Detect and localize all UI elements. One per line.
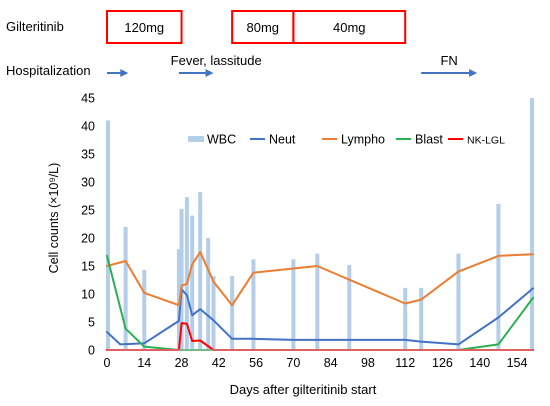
legend: WBC Neut Lympho Blast NK-LGL xyxy=(188,133,505,147)
dose-box-120mg xyxy=(106,10,183,44)
wbc-bar xyxy=(419,287,424,350)
y-tick-label: 15 xyxy=(81,260,95,274)
y-tick-label: 40 xyxy=(81,120,95,134)
wbc-bar xyxy=(456,253,461,350)
x-tick-label: 84 xyxy=(324,356,338,370)
legend-label-neut: Neut xyxy=(269,133,296,147)
wbc-bar xyxy=(211,276,216,350)
y-tick-label: 30 xyxy=(81,176,95,190)
line-series-group xyxy=(106,251,534,351)
dose-label: 80mg xyxy=(246,20,279,35)
gilteritinib-label: Gilteritinib xyxy=(6,19,64,34)
legend-label-wbc: WBC xyxy=(207,133,236,147)
wbc-bar xyxy=(206,238,211,350)
hospitalization-arrow-head xyxy=(120,69,129,77)
x-tick-label: 140 xyxy=(469,356,490,370)
legend-swatch-wbc xyxy=(188,136,204,142)
wbc-bar xyxy=(184,197,189,350)
wbc-bar xyxy=(496,203,501,350)
x-tick-label: 98 xyxy=(361,356,375,370)
wbc-bar xyxy=(106,120,110,351)
x-tick-label: 126 xyxy=(432,356,453,370)
y-tick-label: 45 xyxy=(81,92,95,106)
legend-label-lympho: Lympho xyxy=(341,133,385,147)
wbc-bar xyxy=(251,259,256,350)
y-tick-labels: 0 5 10 15 20 25 30 35 40 45 xyxy=(81,92,95,358)
wbc-bar xyxy=(530,98,534,350)
y-tick-label: 5 xyxy=(88,316,95,330)
x-axis-label: Days after gilteritinib start xyxy=(230,382,377,397)
y-tick-label: 35 xyxy=(81,148,95,162)
wbc-bar xyxy=(123,226,128,350)
legend-label-nk-lgl: NK-LGL xyxy=(467,135,505,147)
event-label: FN xyxy=(440,53,457,68)
wbc-bar xyxy=(291,259,296,350)
x-tick-label: 70 xyxy=(286,356,300,370)
wbc-bar xyxy=(198,192,203,350)
wbc-bar xyxy=(347,264,352,350)
series-line-neut xyxy=(106,287,534,346)
x-tick-labels: 0 14 28 42 56 70 84 98 112 126 140 154 xyxy=(104,356,528,370)
y-tick-label: 10 xyxy=(81,288,95,302)
hospitalization-label: Hospitalization xyxy=(6,63,91,78)
wbc-bar xyxy=(179,208,184,350)
hospitalization-arrow-head xyxy=(469,69,478,77)
x-tick-label: 28 xyxy=(175,356,189,370)
x-tick-label: 56 xyxy=(249,356,263,370)
series-line-lympho xyxy=(106,251,534,307)
wbc-bar xyxy=(403,287,408,350)
wbc-bar xyxy=(230,276,235,350)
hospitalization-arrow-head xyxy=(205,69,214,77)
wbc-bar xyxy=(190,215,195,350)
y-tick-label: 25 xyxy=(81,204,95,218)
wbc-bar xyxy=(142,269,147,350)
y-tick-label: 0 xyxy=(88,344,95,358)
event-label: Fever, lassitude xyxy=(171,53,262,68)
dose-box-40mg xyxy=(292,10,407,44)
y-tick-label: 20 xyxy=(81,232,95,246)
wbc-bar xyxy=(315,253,320,350)
x-tick-label: 14 xyxy=(137,356,151,370)
legend-label-blast: Blast xyxy=(415,133,443,147)
dose-label: 40mg xyxy=(333,20,366,35)
x-tick-label: 0 xyxy=(104,356,111,370)
x-tick-label: 42 xyxy=(212,356,226,370)
treatment-timeline: Gilteritinib Hospitalization 120mg 80mg 40… xyxy=(6,10,478,78)
x-tick-label: 112 xyxy=(395,356,415,370)
y-axis-label: Cell counts (×10⁹/L) xyxy=(47,163,61,274)
x-tick-label: 154 xyxy=(507,356,528,370)
dose-label: 120mg xyxy=(124,20,164,35)
